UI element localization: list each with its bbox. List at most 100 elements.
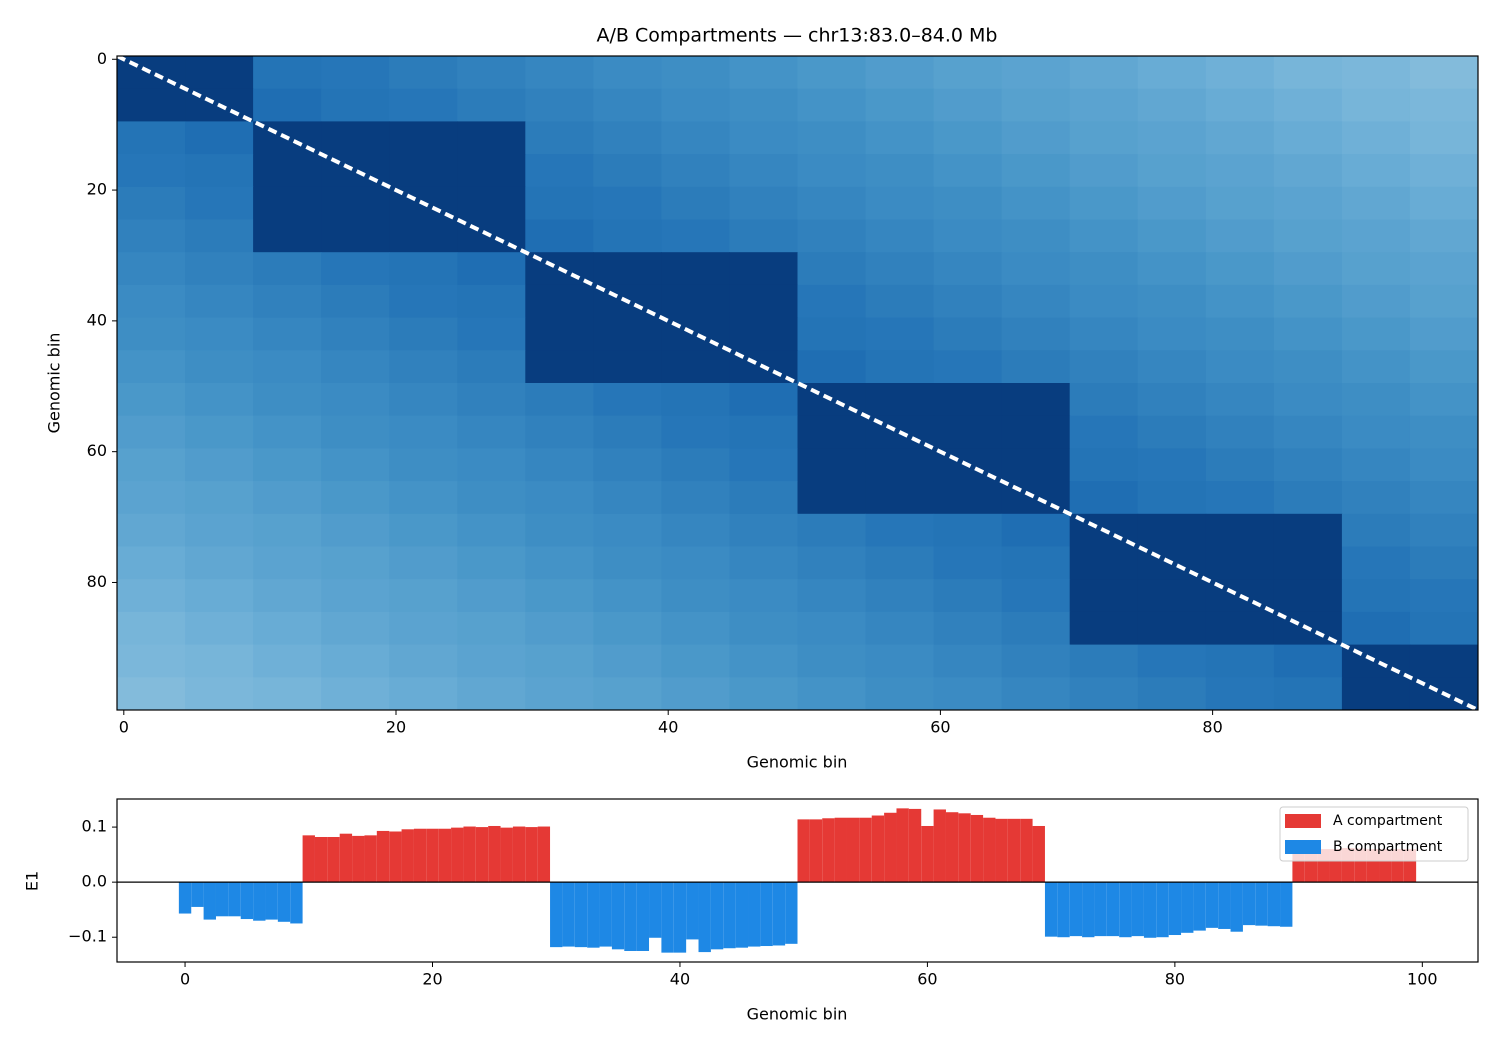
y-tick-label: 40	[87, 310, 107, 329]
heatmap-cell	[661, 415, 730, 449]
heatmap-cell	[1069, 579, 1139, 613]
heatmap-cell	[797, 56, 867, 90]
heatmap-cell	[797, 677, 867, 711]
bar	[846, 817, 860, 883]
heatmap-cell	[1341, 481, 1411, 515]
heatmap-cell	[729, 219, 798, 253]
bar	[438, 828, 452, 883]
heatmap-cell	[525, 121, 594, 155]
heatmap-cell	[1137, 252, 1207, 286]
heatmap-cell	[1409, 350, 1479, 384]
heatmap-cell	[661, 154, 730, 188]
heatmap-cell	[1409, 546, 1479, 580]
heatmap-cell	[1409, 121, 1479, 155]
heatmap-cell	[797, 448, 867, 482]
heatmap-cell	[865, 121, 935, 155]
heatmap-cell	[933, 186, 1003, 220]
bar	[525, 827, 538, 883]
heatmap-cell	[185, 284, 254, 319]
heatmap-cell	[865, 350, 935, 384]
heatmap-cell	[661, 252, 730, 286]
heatmap-cell	[933, 611, 1003, 646]
y-tick-label: 60	[87, 441, 107, 460]
legend-box	[1279, 806, 1469, 862]
bar	[339, 833, 353, 883]
heatmap-cell	[865, 513, 935, 547]
heatmap-cell	[729, 284, 798, 319]
heatmap-cell	[865, 88, 935, 122]
heatmap-cell	[1273, 579, 1343, 613]
bar	[983, 817, 996, 883]
heatmap-cell	[1409, 252, 1479, 286]
heatmap-cell	[1273, 186, 1343, 220]
heatmap-cell	[661, 513, 730, 547]
bar	[203, 882, 216, 920]
heatmap-cell	[253, 56, 322, 90]
heatmap-cell	[933, 284, 1003, 319]
heatmap-cell	[457, 448, 526, 482]
heatmap-cell	[253, 252, 322, 286]
heatmap-cell	[661, 546, 730, 580]
heatmap-cell	[525, 317, 594, 351]
y-tick-label: −0.1	[68, 927, 107, 946]
bar	[884, 812, 897, 883]
heatmap-cell	[525, 415, 594, 449]
heatmap-cell	[593, 219, 662, 253]
bar	[1069, 882, 1083, 937]
heatmap-cell	[865, 284, 935, 319]
bar	[834, 817, 847, 883]
heatmap-cell	[1001, 448, 1071, 482]
x-tick-label: 0	[180, 970, 190, 989]
heatmap-cell	[1137, 219, 1207, 253]
heatmap-cell	[865, 611, 935, 646]
bar	[178, 882, 192, 914]
heatmap-cell	[1069, 252, 1139, 286]
heatmap-cell	[117, 383, 186, 417]
heatmap-cell	[185, 481, 254, 515]
heatmap-cell	[185, 611, 254, 646]
heatmap-cell	[185, 252, 254, 286]
heatmap-cell	[185, 644, 254, 678]
bar	[1094, 882, 1107, 937]
x-axis-label: Genomic bin	[747, 753, 848, 772]
heatmap-cell	[865, 317, 935, 351]
heatmap-cell	[1137, 56, 1207, 90]
bar	[822, 818, 835, 883]
heatmap-cell	[525, 481, 594, 515]
heatmap-cell	[797, 88, 867, 122]
heatmap-cell	[933, 546, 1003, 580]
bar	[1020, 818, 1033, 883]
heatmap-cell	[185, 121, 254, 155]
bar	[859, 817, 872, 883]
heatmap-cell	[1069, 481, 1139, 515]
bar	[1193, 882, 1206, 931]
heatmap-cell	[253, 219, 322, 253]
heatmap-cell	[1341, 154, 1411, 188]
heatmap-cell	[389, 644, 458, 678]
heatmap-cell	[1409, 284, 1479, 319]
heatmap-cell	[1273, 219, 1343, 253]
heatmap-cell	[1001, 579, 1071, 613]
bar	[389, 831, 402, 883]
heatmap-cell	[593, 579, 662, 613]
heatmap-cell	[253, 383, 322, 417]
heatmap-cell	[593, 154, 662, 188]
heatmap-cell	[457, 644, 526, 678]
heatmap-cell	[389, 317, 458, 351]
heatmap-cell	[117, 252, 186, 286]
heatmap-cell	[729, 88, 798, 122]
bar	[908, 808, 922, 883]
heatmap-cell	[1069, 611, 1139, 646]
heatmap-cell	[729, 186, 798, 220]
heatmap-cell	[933, 481, 1003, 515]
heatmap-cell	[1205, 121, 1275, 155]
heatmap-cell	[933, 415, 1003, 449]
heatmap-cell	[457, 154, 526, 188]
heatmap-cell	[1001, 317, 1071, 351]
bar	[772, 882, 786, 946]
heatmap-cell	[253, 284, 322, 319]
heatmap-cell	[933, 56, 1003, 90]
heatmap-cell	[797, 121, 867, 155]
heatmap-cell	[1137, 481, 1207, 515]
